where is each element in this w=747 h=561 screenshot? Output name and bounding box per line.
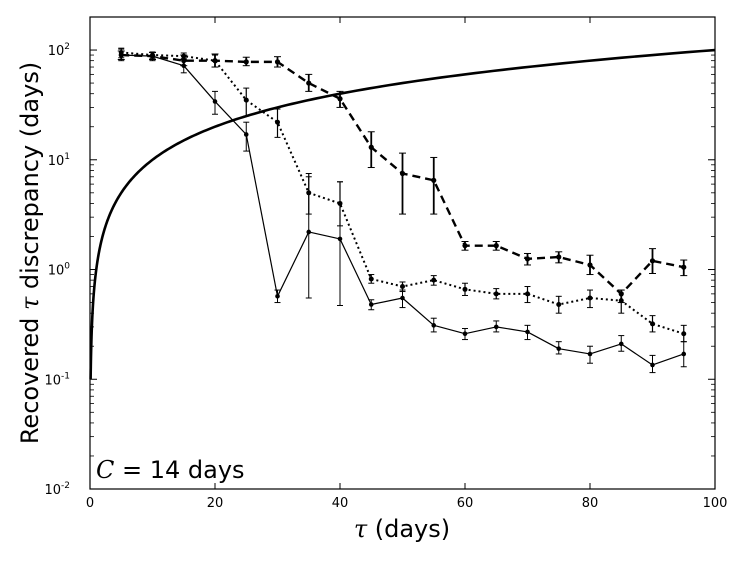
data-point	[618, 341, 624, 347]
data-point	[243, 132, 249, 137]
x-tick-label: 100	[703, 496, 728, 511]
data-point	[556, 346, 562, 351]
data-point	[400, 295, 405, 301]
data-point	[650, 321, 655, 327]
data-point	[306, 190, 312, 196]
data-point	[650, 362, 655, 368]
data-point	[181, 58, 187, 64]
data-point	[524, 256, 531, 262]
reference-line	[89, 48, 716, 380]
data-point	[368, 276, 374, 282]
data-point	[462, 331, 468, 337]
data-point	[149, 53, 156, 59]
reference-curve	[89, 48, 716, 380]
data-point	[618, 291, 624, 297]
data-point	[493, 324, 499, 330]
data-point	[587, 295, 593, 301]
data-point	[306, 80, 312, 86]
data-point	[556, 301, 562, 307]
x-tick-label: 0	[86, 496, 94, 511]
series-dotted	[118, 47, 687, 343]
data-point	[275, 119, 280, 125]
series-dashed	[117, 50, 688, 304]
data-point	[337, 200, 343, 206]
x-tick-label: 60	[457, 496, 474, 511]
data-point	[525, 329, 530, 335]
data-point	[493, 243, 499, 249]
plot-frame	[89, 16, 716, 490]
series-group	[117, 47, 688, 374]
x-tick-label: 40	[332, 496, 349, 511]
data-point	[681, 264, 687, 270]
data-point	[212, 99, 218, 104]
data-point	[337, 236, 343, 242]
y-tick-label: 101	[48, 152, 70, 169]
data-point	[337, 96, 343, 102]
data-point	[306, 229, 312, 235]
y-tick-labels: 10-2 10-1 100 101 102	[44, 42, 70, 498]
x-tick-label: 20	[207, 496, 224, 511]
data-point	[368, 144, 374, 150]
y-tick-label: 100	[48, 262, 71, 279]
y-tick-label: 102	[48, 42, 70, 59]
data-point	[587, 262, 593, 268]
data-point	[525, 291, 530, 297]
data-point	[462, 286, 468, 292]
data-point	[556, 254, 562, 260]
data-point	[274, 59, 281, 65]
data-point	[400, 284, 405, 290]
data-point	[212, 58, 218, 64]
data-point	[243, 97, 249, 103]
x-tick-label: 80	[582, 496, 599, 511]
data-point	[118, 52, 124, 58]
data-point	[681, 351, 687, 357]
y-axis-label: Recovered τ discrepancy (days)	[16, 62, 44, 444]
data-point	[368, 302, 374, 307]
data-point	[431, 177, 437, 183]
data-point	[275, 294, 280, 299]
data-point	[681, 331, 687, 337]
data-point	[493, 291, 499, 297]
y-tick-label: 10-2	[44, 481, 70, 498]
data-point	[462, 243, 468, 249]
x-tick-labels: 0 20 40 60 80 100	[86, 496, 728, 511]
x-axis-label: τ (days)	[354, 515, 450, 543]
y-tick-label: 10-1	[44, 371, 70, 388]
data-point	[587, 351, 593, 357]
data-point	[649, 258, 656, 264]
data-point	[431, 323, 437, 328]
data-point	[243, 59, 249, 65]
data-point	[431, 277, 437, 283]
data-point	[399, 170, 406, 177]
annotation-c-value: C = 14 days	[96, 456, 245, 484]
